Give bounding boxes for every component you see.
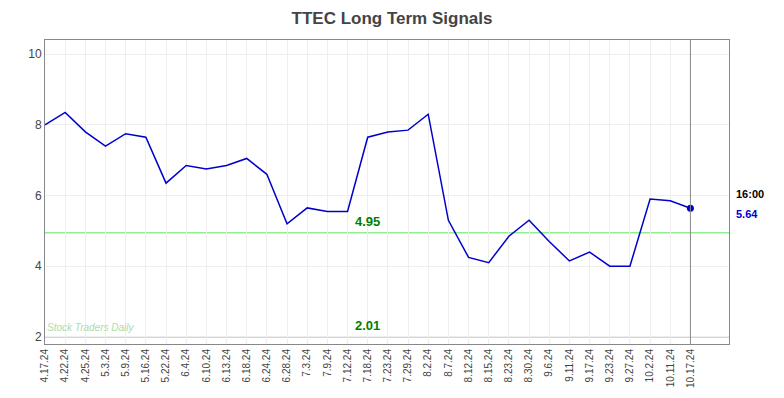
svg-text:9.17.24: 9.17.24 xyxy=(584,349,595,383)
svg-text:6.10.24: 6.10.24 xyxy=(201,349,212,383)
svg-text:6: 6 xyxy=(35,189,42,203)
svg-text:5.9.24: 5.9.24 xyxy=(120,349,131,377)
svg-text:5.22.24: 5.22.24 xyxy=(160,349,171,383)
svg-text:Stock Traders Daily: Stock Traders Daily xyxy=(47,322,135,333)
svg-text:7.29.24: 7.29.24 xyxy=(402,349,413,383)
svg-text:4: 4 xyxy=(35,259,42,273)
svg-text:4.22.24: 4.22.24 xyxy=(59,349,70,383)
svg-text:5.3.24: 5.3.24 xyxy=(100,349,111,377)
svg-text:7.9.24: 7.9.24 xyxy=(322,349,333,377)
svg-text:5.16.24: 5.16.24 xyxy=(140,349,151,383)
svg-text:6.4.24: 6.4.24 xyxy=(180,349,191,377)
svg-text:8.7.24: 8.7.24 xyxy=(443,349,454,377)
svg-text:8.30.24: 8.30.24 xyxy=(523,349,534,383)
svg-text:7.18.24: 7.18.24 xyxy=(362,349,373,383)
svg-text:8: 8 xyxy=(35,118,42,132)
svg-text:9.11.24: 9.11.24 xyxy=(564,349,575,382)
svg-text:2: 2 xyxy=(35,330,42,344)
svg-text:10.11.24: 10.11.24 xyxy=(665,349,676,388)
svg-text:4.25.24: 4.25.24 xyxy=(80,349,91,383)
svg-text:9.6.24: 9.6.24 xyxy=(543,349,554,377)
svg-text:8.12.24: 8.12.24 xyxy=(463,349,474,383)
svg-text:8.15.24: 8.15.24 xyxy=(483,349,494,383)
svg-text:4.17.24: 4.17.24 xyxy=(39,349,50,383)
svg-text:8.23.24: 8.23.24 xyxy=(503,349,514,383)
svg-text:2.01: 2.01 xyxy=(355,318,380,333)
svg-text:8.2.24: 8.2.24 xyxy=(422,349,433,377)
svg-text:4.95: 4.95 xyxy=(355,214,380,229)
svg-text:9.23.24: 9.23.24 xyxy=(604,349,615,383)
svg-text:10.2.24: 10.2.24 xyxy=(644,349,655,383)
svg-text:7.12.24: 7.12.24 xyxy=(342,349,353,383)
svg-text:6.18.24: 6.18.24 xyxy=(241,349,252,383)
svg-text:10.17.24: 10.17.24 xyxy=(685,349,696,388)
svg-text:5.64: 5.64 xyxy=(736,208,758,220)
svg-text:9.27.24: 9.27.24 xyxy=(624,349,635,383)
svg-text:6.13.24: 6.13.24 xyxy=(221,349,232,383)
svg-text:6.24.24: 6.24.24 xyxy=(261,349,272,383)
svg-text:10: 10 xyxy=(28,47,42,61)
svg-text:16:00: 16:00 xyxy=(736,188,764,200)
svg-text:6.28.24: 6.28.24 xyxy=(281,349,292,383)
svg-text:TTEC Long Term Signals: TTEC Long Term Signals xyxy=(292,9,493,28)
svg-text:7.3.24: 7.3.24 xyxy=(301,349,312,377)
svg-text:7.23.24: 7.23.24 xyxy=(382,349,393,383)
